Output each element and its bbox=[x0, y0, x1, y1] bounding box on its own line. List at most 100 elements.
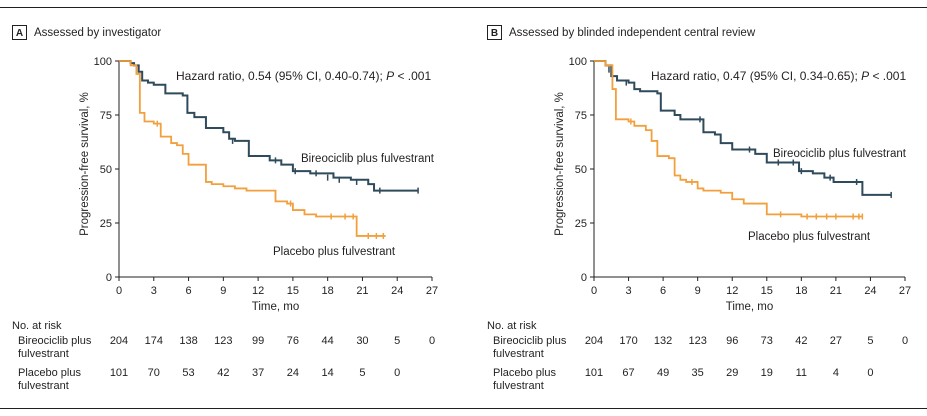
hr-p-label: P bbox=[386, 69, 394, 83]
risk-value: 42 bbox=[217, 367, 230, 379]
risk-value: 138 bbox=[179, 335, 198, 347]
risk-value: 174 bbox=[144, 335, 163, 347]
risk-label-line: fulvestrant bbox=[18, 380, 69, 392]
risk-value: 123 bbox=[688, 335, 707, 347]
hr-p-value: < .001 bbox=[394, 69, 431, 83]
top-rule bbox=[0, 7, 927, 8]
risk-value: 5 bbox=[394, 335, 401, 347]
risk-label-line: fulvestrant bbox=[493, 348, 544, 360]
hr-p-label: P bbox=[861, 69, 869, 83]
risk-value: 0 bbox=[901, 335, 909, 347]
x-tick-label: 21 bbox=[356, 285, 368, 297]
risk-value: 11 bbox=[795, 367, 808, 379]
x-tick-label: 15 bbox=[761, 285, 773, 297]
risk-value: 49 bbox=[656, 367, 670, 379]
x-tick-label: 18 bbox=[795, 285, 807, 297]
x-tick-label: 12 bbox=[726, 285, 738, 297]
risk-value: 70 bbox=[147, 367, 160, 379]
x-tick-label: 9 bbox=[220, 285, 226, 297]
x-tick-label: 12 bbox=[252, 285, 264, 297]
y-tick-label: 0 bbox=[106, 272, 112, 284]
y-tick-label: 50 bbox=[575, 164, 587, 176]
risk-label-line: Placebo plus bbox=[493, 367, 556, 379]
hr-text: Hazard ratio, 0.47 (95% CI, 0.34-0.65); bbox=[651, 69, 861, 83]
risk-label-line: Bireociclib plus bbox=[18, 335, 92, 347]
panel-a-letter: A bbox=[12, 25, 27, 40]
risk-value: 204 bbox=[584, 335, 604, 347]
panel-b-risk-header: No. at risk bbox=[487, 320, 537, 332]
risk-label-line: fulvestrant bbox=[18, 348, 69, 360]
risk-value: 5 bbox=[359, 367, 366, 379]
panel-a-risk-label-treatment: Bireociclib plus fulvestrant bbox=[18, 335, 91, 361]
x-tick-label: 3 bbox=[151, 285, 157, 297]
risk-value: 101 bbox=[584, 367, 604, 379]
risk-value: 53 bbox=[182, 367, 195, 379]
x-tick-label: 18 bbox=[322, 285, 334, 297]
hazard-ratio-annotation: Hazard ratio, 0.54 (95% CI, 0.40-0.74); … bbox=[176, 69, 431, 83]
risk-value: 19 bbox=[760, 367, 773, 379]
x-tick-label: 6 bbox=[660, 285, 666, 297]
panel-a-risk-label-placebo: Placebo plus fulvestrant bbox=[18, 367, 81, 393]
y-axis-label: Progression-free survival, % bbox=[79, 92, 91, 236]
risk-value: 29 bbox=[726, 367, 739, 379]
risk-label-line: Placebo plus bbox=[18, 367, 81, 379]
risk-value: 4 bbox=[832, 367, 839, 379]
panel-b-title-text: Assessed by blinded independent central … bbox=[509, 26, 756, 39]
y-axis-label: Progression-free survival, % bbox=[554, 92, 566, 236]
treatment-survival-curve bbox=[119, 60, 419, 192]
x-tick-label: 24 bbox=[864, 285, 876, 297]
risk-value: 101 bbox=[109, 367, 129, 379]
x-tick-label: 3 bbox=[625, 285, 631, 297]
risk-value: 42 bbox=[795, 335, 808, 347]
panel-b-letter: B bbox=[487, 25, 502, 40]
risk-value: 37 bbox=[251, 367, 265, 379]
hr-p-value: < .001 bbox=[869, 69, 906, 83]
panel-b-risk-label-placebo: Placebo plus fulvestrant bbox=[493, 367, 556, 393]
risk-value: 204 bbox=[109, 335, 129, 347]
panel-a-title: A Assessed by investigator bbox=[12, 25, 161, 40]
x-tick-label: 15 bbox=[287, 285, 299, 297]
x-tick-label: 0 bbox=[116, 285, 122, 297]
panel-b-risk-label-treatment: Bireociclib plus fulvestrant bbox=[493, 335, 566, 361]
treatment-curve-label: Bireociclib plus fulvestrant bbox=[773, 148, 907, 160]
risk-label-line: fulvestrant bbox=[493, 380, 544, 392]
placebo-survival-curve bbox=[119, 60, 386, 237]
risk-label-line: Bireociclib plus bbox=[493, 335, 567, 347]
y-tick-label: 100 bbox=[569, 56, 587, 68]
risk-value: 96 bbox=[726, 335, 739, 347]
y-tick-label: 50 bbox=[100, 164, 112, 176]
risk-value: 123 bbox=[214, 335, 233, 347]
hr-text: Hazard ratio, 0.54 (95% CI, 0.40-0.74); bbox=[176, 69, 386, 83]
treatment-curve-label: Bireociclib plus fulvestrant bbox=[301, 153, 435, 165]
hazard-ratio-annotation: Hazard ratio, 0.47 (95% CI, 0.34-0.65); … bbox=[651, 69, 906, 83]
x-axis-label: Time, mo bbox=[252, 301, 300, 313]
risk-value: 132 bbox=[653, 335, 673, 347]
x-tick-label: 24 bbox=[391, 285, 403, 297]
risk-value: 99 bbox=[251, 335, 265, 347]
y-tick-label: 75 bbox=[575, 110, 587, 122]
panel-b-title: B Assessed by blinded independent centra… bbox=[487, 25, 755, 40]
y-tick-label: 75 bbox=[100, 110, 112, 122]
risk-value: 44 bbox=[321, 335, 334, 347]
risk-value: 67 bbox=[622, 367, 635, 379]
risk-value: 0 bbox=[428, 335, 436, 347]
risk-value: 170 bbox=[619, 335, 638, 347]
y-tick-label: 0 bbox=[581, 272, 587, 284]
risk-value: 24 bbox=[286, 367, 299, 379]
y-tick-label: 100 bbox=[94, 56, 112, 68]
y-tick-label: 25 bbox=[575, 218, 587, 230]
placebo-curve-label: Placebo plus fulvestrant bbox=[748, 231, 871, 243]
bottom-rule bbox=[0, 408, 927, 409]
x-tick-label: 0 bbox=[591, 285, 597, 297]
x-tick-label: 9 bbox=[695, 285, 701, 297]
y-tick-label: 25 bbox=[100, 218, 112, 230]
risk-value: 73 bbox=[760, 335, 773, 347]
risk-value: 0 bbox=[867, 367, 874, 379]
risk-value: 5 bbox=[867, 335, 874, 347]
x-tick-label: 27 bbox=[899, 285, 911, 297]
x-tick-label: 27 bbox=[426, 285, 438, 297]
x-tick-label: 6 bbox=[185, 285, 191, 297]
x-axis-label: Time, mo bbox=[726, 301, 774, 313]
x-tick-label: 21 bbox=[830, 285, 842, 297]
